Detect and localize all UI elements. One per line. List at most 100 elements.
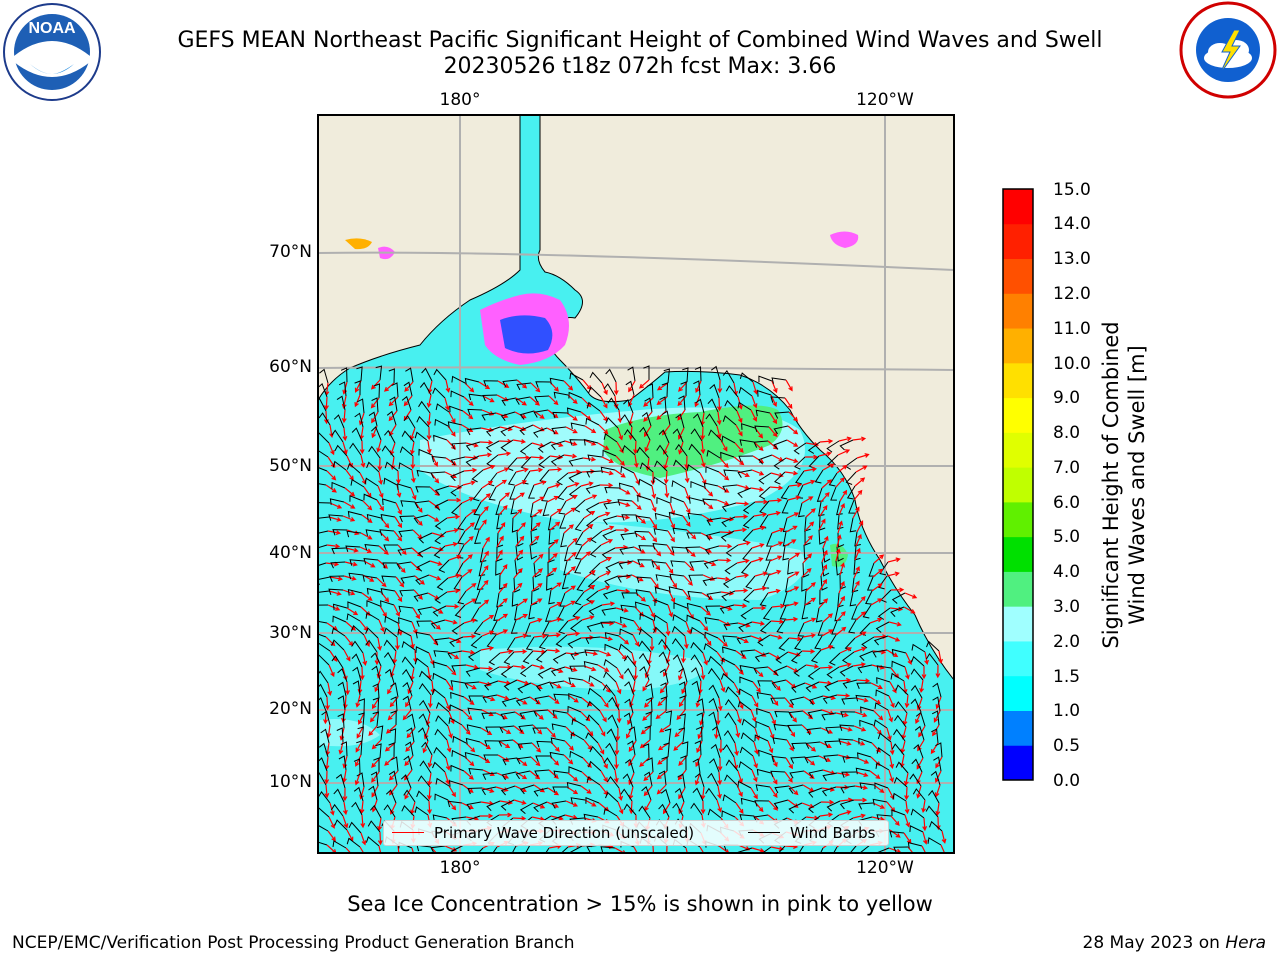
wind-barb bbox=[570, 619, 583, 633]
wind-barb bbox=[773, 799, 789, 809]
wave-direction-arrow bbox=[784, 771, 793, 783]
wind-barb bbox=[385, 789, 397, 804]
wave-direction-arrow bbox=[514, 785, 527, 792]
wind-barb bbox=[548, 589, 555, 605]
wind-barb bbox=[382, 562, 398, 569]
wind-barb bbox=[337, 668, 348, 683]
wave-direction-arrow bbox=[822, 535, 829, 549]
wave-direction-arrow bbox=[717, 485, 730, 493]
wind-barb bbox=[892, 792, 907, 802]
wind-barb bbox=[721, 435, 736, 444]
wave-direction-arrow bbox=[597, 742, 605, 755]
wind-barb bbox=[654, 586, 670, 594]
wave-direction-arrow bbox=[819, 741, 832, 748]
wave-direction-arrow bbox=[498, 812, 513, 818]
wind-barb bbox=[402, 668, 414, 683]
wave-direction-arrow bbox=[639, 739, 651, 749]
wave-direction-arrow bbox=[684, 487, 691, 501]
wind-barb bbox=[367, 820, 381, 833]
wind-barb bbox=[561, 574, 569, 590]
wind-barb bbox=[397, 628, 412, 637]
colorbar-segment bbox=[1003, 223, 1033, 260]
wind-barb bbox=[556, 472, 569, 486]
wave-direction-arrow bbox=[567, 772, 579, 782]
wind-barb bbox=[586, 622, 602, 632]
wave-direction-arrow bbox=[753, 605, 767, 611]
wave-direction-arrow bbox=[768, 569, 782, 576]
wind-barb bbox=[533, 427, 548, 438]
wave-direction-arrow bbox=[530, 522, 541, 532]
sea-ice-arctic bbox=[830, 231, 859, 248]
wind-barb bbox=[721, 657, 736, 666]
wave-direction-arrow bbox=[805, 582, 816, 592]
wind-barb bbox=[447, 800, 463, 808]
wave-direction-arrow bbox=[770, 846, 785, 852]
wave-direction-arrow bbox=[785, 379, 793, 392]
wind-barb bbox=[466, 427, 482, 436]
wind-barb bbox=[705, 413, 718, 427]
wind-barb bbox=[405, 367, 414, 383]
wind-barb bbox=[857, 752, 872, 760]
wind-barb bbox=[724, 699, 738, 712]
wind-barb bbox=[451, 502, 463, 516]
wind-barb bbox=[388, 770, 398, 786]
wave-direction-arrow bbox=[673, 741, 684, 751]
wind-barb bbox=[722, 370, 735, 384]
wave-direction-arrow bbox=[751, 469, 765, 476]
wind-barb bbox=[398, 529, 414, 538]
wind-barb bbox=[568, 391, 583, 399]
wind-barb bbox=[500, 425, 515, 437]
wave-height-band-2-3m bbox=[320, 719, 380, 747]
wave-direction-arrow bbox=[787, 495, 801, 501]
wave-direction-arrow bbox=[599, 556, 612, 564]
wave-direction-arrow bbox=[890, 815, 900, 826]
wind-barb bbox=[319, 368, 329, 384]
wind-barb bbox=[450, 390, 465, 398]
wind-barb bbox=[515, 396, 531, 405]
wind-barb bbox=[709, 758, 720, 773]
wave-direction-arrow bbox=[643, 785, 653, 797]
wind-barb bbox=[466, 724, 482, 731]
wind-barb bbox=[840, 711, 856, 718]
wind-barb bbox=[695, 398, 705, 414]
wave-direction-arrow bbox=[600, 470, 614, 476]
wind-barb bbox=[817, 621, 825, 636]
wind-barb bbox=[400, 774, 412, 789]
wind-barb bbox=[857, 664, 873, 674]
wind-barb bbox=[416, 469, 432, 477]
wind-barb bbox=[532, 727, 548, 734]
wave-direction-arrow bbox=[734, 742, 739, 757]
wave-direction-arrow bbox=[445, 757, 451, 771]
colorbar-segment bbox=[1003, 606, 1033, 642]
wind-barb bbox=[553, 693, 569, 701]
wave-direction-arrow bbox=[358, 712, 365, 725]
wind-barb bbox=[710, 743, 721, 759]
wave-direction-arrow bbox=[480, 493, 491, 503]
wind-barb bbox=[415, 646, 430, 654]
wave-direction-arrow bbox=[856, 678, 871, 684]
wind-barb bbox=[789, 770, 805, 779]
wave-direction-arrow bbox=[361, 592, 373, 601]
wave-direction-arrow bbox=[838, 502, 845, 516]
wave-direction-arrow bbox=[329, 502, 343, 509]
wave-direction-arrow bbox=[548, 695, 560, 704]
wind-barb bbox=[450, 484, 464, 497]
wind-barb bbox=[722, 576, 737, 589]
wave-direction-arrow bbox=[804, 597, 817, 606]
lat-label-50n: 50°N bbox=[269, 456, 312, 476]
wind-barb bbox=[720, 530, 735, 542]
wave-direction-arrow bbox=[564, 585, 576, 594]
wind-barb bbox=[478, 561, 486, 577]
wave-direction-arrow bbox=[700, 440, 706, 455]
wave-direction-arrow bbox=[650, 577, 659, 589]
wind-barb bbox=[668, 586, 684, 593]
wind-barb bbox=[432, 387, 446, 399]
wind-barb bbox=[600, 846, 616, 853]
colorbar-segment bbox=[1003, 640, 1033, 677]
wave-direction-arrow bbox=[657, 756, 669, 765]
wave-direction-arrow bbox=[888, 695, 895, 709]
wind-barb bbox=[840, 785, 856, 794]
wave-direction-arrow bbox=[889, 829, 901, 838]
wind-barb bbox=[704, 617, 720, 624]
wind-barb bbox=[910, 808, 925, 819]
